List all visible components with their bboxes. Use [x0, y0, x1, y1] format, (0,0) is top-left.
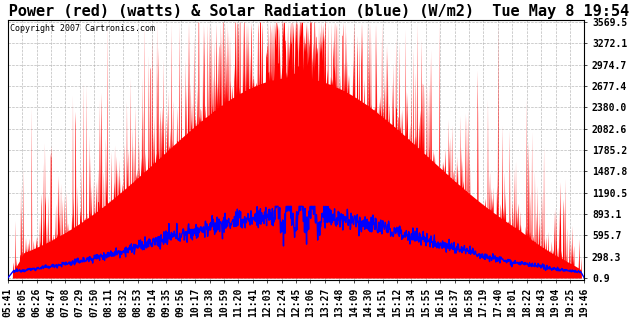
Title: Grid Power (red) (watts) & Solar Radiation (blue) (W/m2)  Tue May 8 19:54: Grid Power (red) (watts) & Solar Radiati…: [0, 3, 629, 19]
Text: Copyright 2007 Cartronics.com: Copyright 2007 Cartronics.com: [9, 24, 154, 33]
